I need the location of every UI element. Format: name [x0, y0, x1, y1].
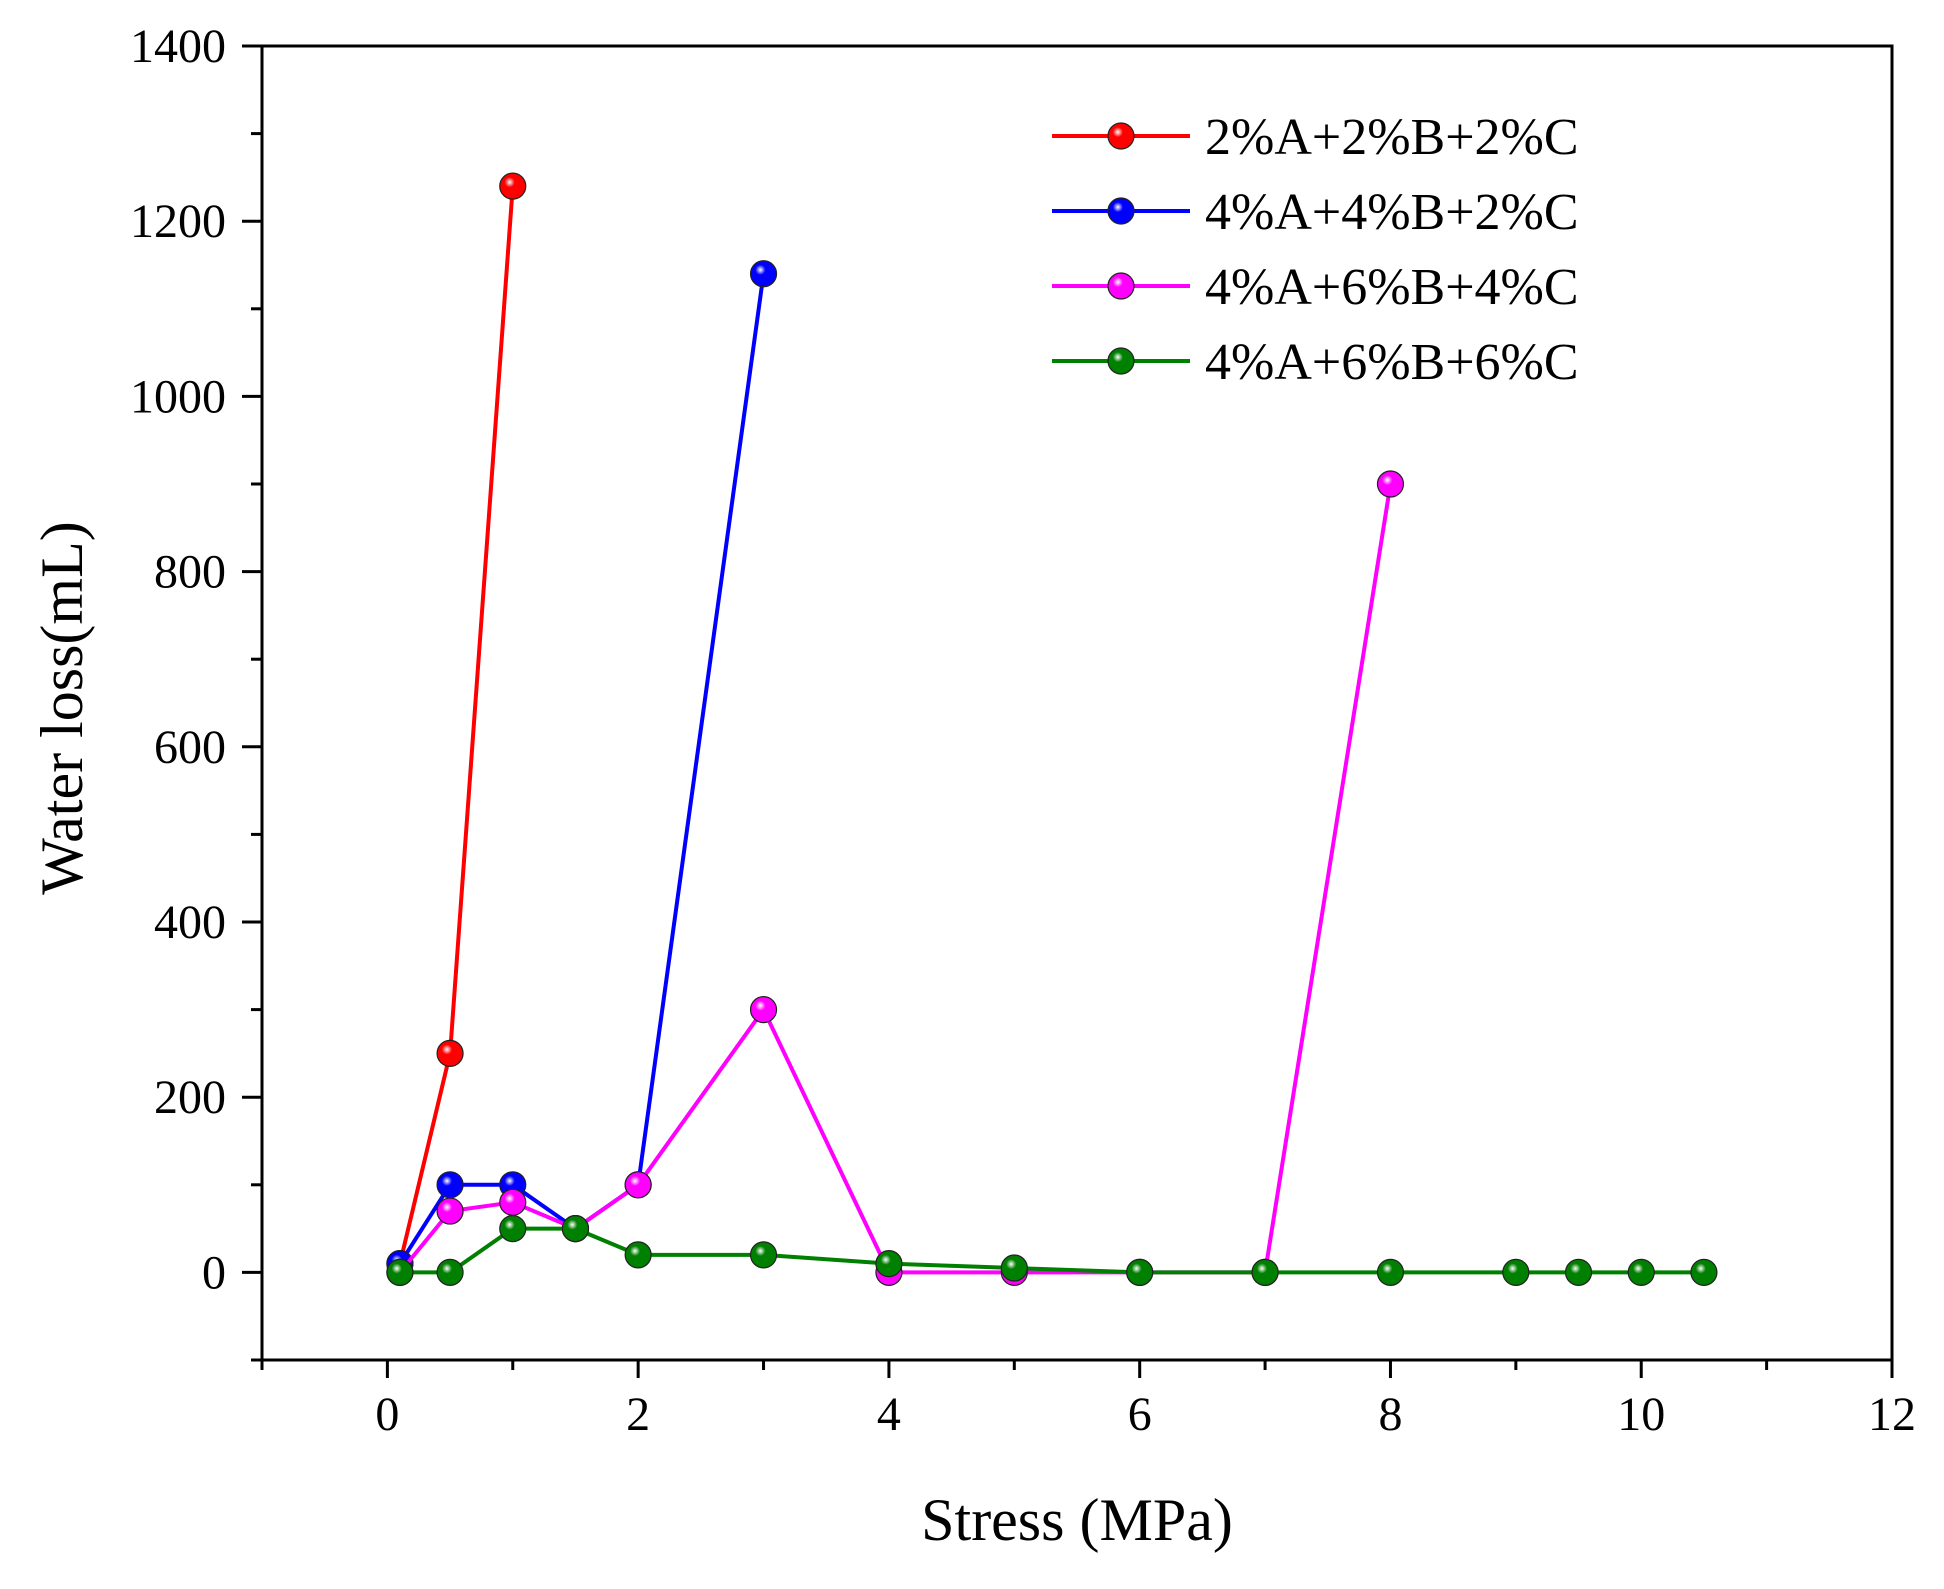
data-point — [436, 1039, 464, 1068]
data-point — [436, 1258, 464, 1287]
y-axis-title: Water loss(mL) — [29, 521, 95, 894]
data-point — [499, 1214, 527, 1243]
data-point — [1251, 1258, 1279, 1287]
data-point — [386, 1258, 414, 1287]
data-point — [499, 172, 527, 200]
series-layer — [386, 172, 1718, 1287]
data-point — [436, 1171, 464, 1199]
x-tick-label: 8 — [1378, 1388, 1402, 1441]
legend-label: 2%A+2%B+2%C — [1205, 109, 1579, 166]
y-tick-label: 600 — [154, 721, 226, 774]
y-tick-label: 1000 — [130, 370, 226, 423]
y-tick-label: 1200 — [130, 195, 226, 248]
series-4 — [386, 1214, 1718, 1287]
y-tick-label: 800 — [154, 546, 226, 599]
legend-item: 4%A+6%B+4%C — [1052, 259, 1579, 316]
x-tick-label: 4 — [877, 1388, 901, 1441]
series-2 — [386, 260, 778, 1278]
data-point — [1376, 1258, 1405, 1287]
data-point — [624, 1241, 652, 1269]
data-point — [875, 1250, 903, 1278]
data-point — [499, 1188, 527, 1216]
plot-area-border — [260, 44, 1894, 1362]
data-point — [1000, 1254, 1028, 1282]
series-3 — [386, 470, 1405, 1287]
x-tick-label: 6 — [1128, 1388, 1152, 1441]
data-point — [749, 1241, 778, 1269]
legend-item: 4%A+4%B+2%C — [1052, 184, 1579, 241]
legend-item: 2%A+2%B+2%C — [1052, 109, 1579, 166]
legend-label: 4%A+6%B+6%C — [1205, 334, 1579, 391]
x-axis-title: Stress (MPa) — [921, 1487, 1233, 1553]
data-point — [1376, 470, 1405, 498]
legend-marker — [1107, 197, 1135, 225]
x-tick-label: 10 — [1617, 1388, 1665, 1441]
data-point — [436, 1197, 464, 1225]
y-tick-label: 0 — [202, 1246, 226, 1299]
data-point — [749, 995, 778, 1024]
data-point — [1627, 1258, 1655, 1287]
series-line — [397, 186, 515, 1265]
data-point — [561, 1214, 590, 1243]
x-tick-label: 12 — [1868, 1388, 1916, 1441]
data-point — [1690, 1258, 1718, 1287]
legend-marker — [1107, 347, 1135, 375]
legend-marker — [1107, 122, 1135, 150]
y-tick-label: 400 — [154, 896, 226, 949]
y-tick-label: 1400 — [130, 20, 226, 73]
data-point — [1564, 1258, 1593, 1287]
y-tick-label: 200 — [154, 1071, 226, 1124]
series-line — [398, 273, 766, 1265]
x-tick-label: 0 — [375, 1388, 399, 1441]
data-point — [624, 1171, 652, 1199]
x-tick-label: 2 — [626, 1388, 650, 1441]
series-1 — [386, 172, 527, 1278]
legend-label: 4%A+4%B+2%C — [1205, 184, 1579, 241]
series-line — [398, 483, 1393, 1275]
legend-label: 4%A+6%B+4%C — [1205, 259, 1579, 316]
data-point — [749, 260, 778, 288]
data-point — [1502, 1258, 1530, 1287]
axis-ticks-layer: 0 2 4 6 8 10 12 0 200 400 600 800 1000 1200 1400 — [130, 20, 1916, 1441]
data-point — [1126, 1258, 1154, 1287]
legend-marker — [1107, 272, 1135, 300]
legend: 2%A+2%B+2%C 4%A+4%B+2%C 4%A+6%B+4%C 4%A+6%B… — [1052, 109, 1579, 391]
plot-frame-layer — [260, 44, 1894, 1362]
legend-item: 4%A+6%B+6%C — [1052, 334, 1579, 391]
